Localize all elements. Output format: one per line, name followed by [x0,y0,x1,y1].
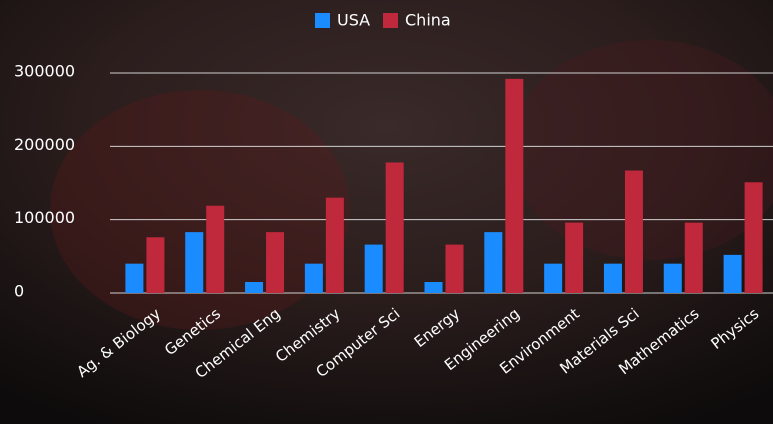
bar [624,170,643,293]
bar [304,263,323,293]
background-shape [50,90,350,330]
bar [424,282,443,293]
bar [146,237,165,293]
bar [603,263,622,293]
background-shape [510,40,773,260]
bar [544,263,563,293]
legend-label: USA [337,11,370,30]
bar [245,282,264,293]
bar [484,232,503,293]
bar [565,222,584,293]
bar [325,197,344,293]
bar [663,263,682,293]
bar [185,232,204,293]
bar [723,254,742,293]
bar [125,263,144,293]
bar [385,162,404,293]
y-tick-label: 0 [14,282,24,301]
y-tick-label: 300000 [14,62,75,81]
y-tick-label: 100000 [14,208,75,227]
bar [266,232,285,293]
bar [206,205,225,293]
bar [684,222,703,293]
bar [445,244,464,293]
legend-swatch [315,13,330,28]
legend-swatch [383,13,398,28]
bar [505,78,524,293]
bar [364,244,383,293]
y-tick-label: 200000 [14,135,75,154]
legend-label: China [405,11,451,30]
bar [744,182,763,293]
